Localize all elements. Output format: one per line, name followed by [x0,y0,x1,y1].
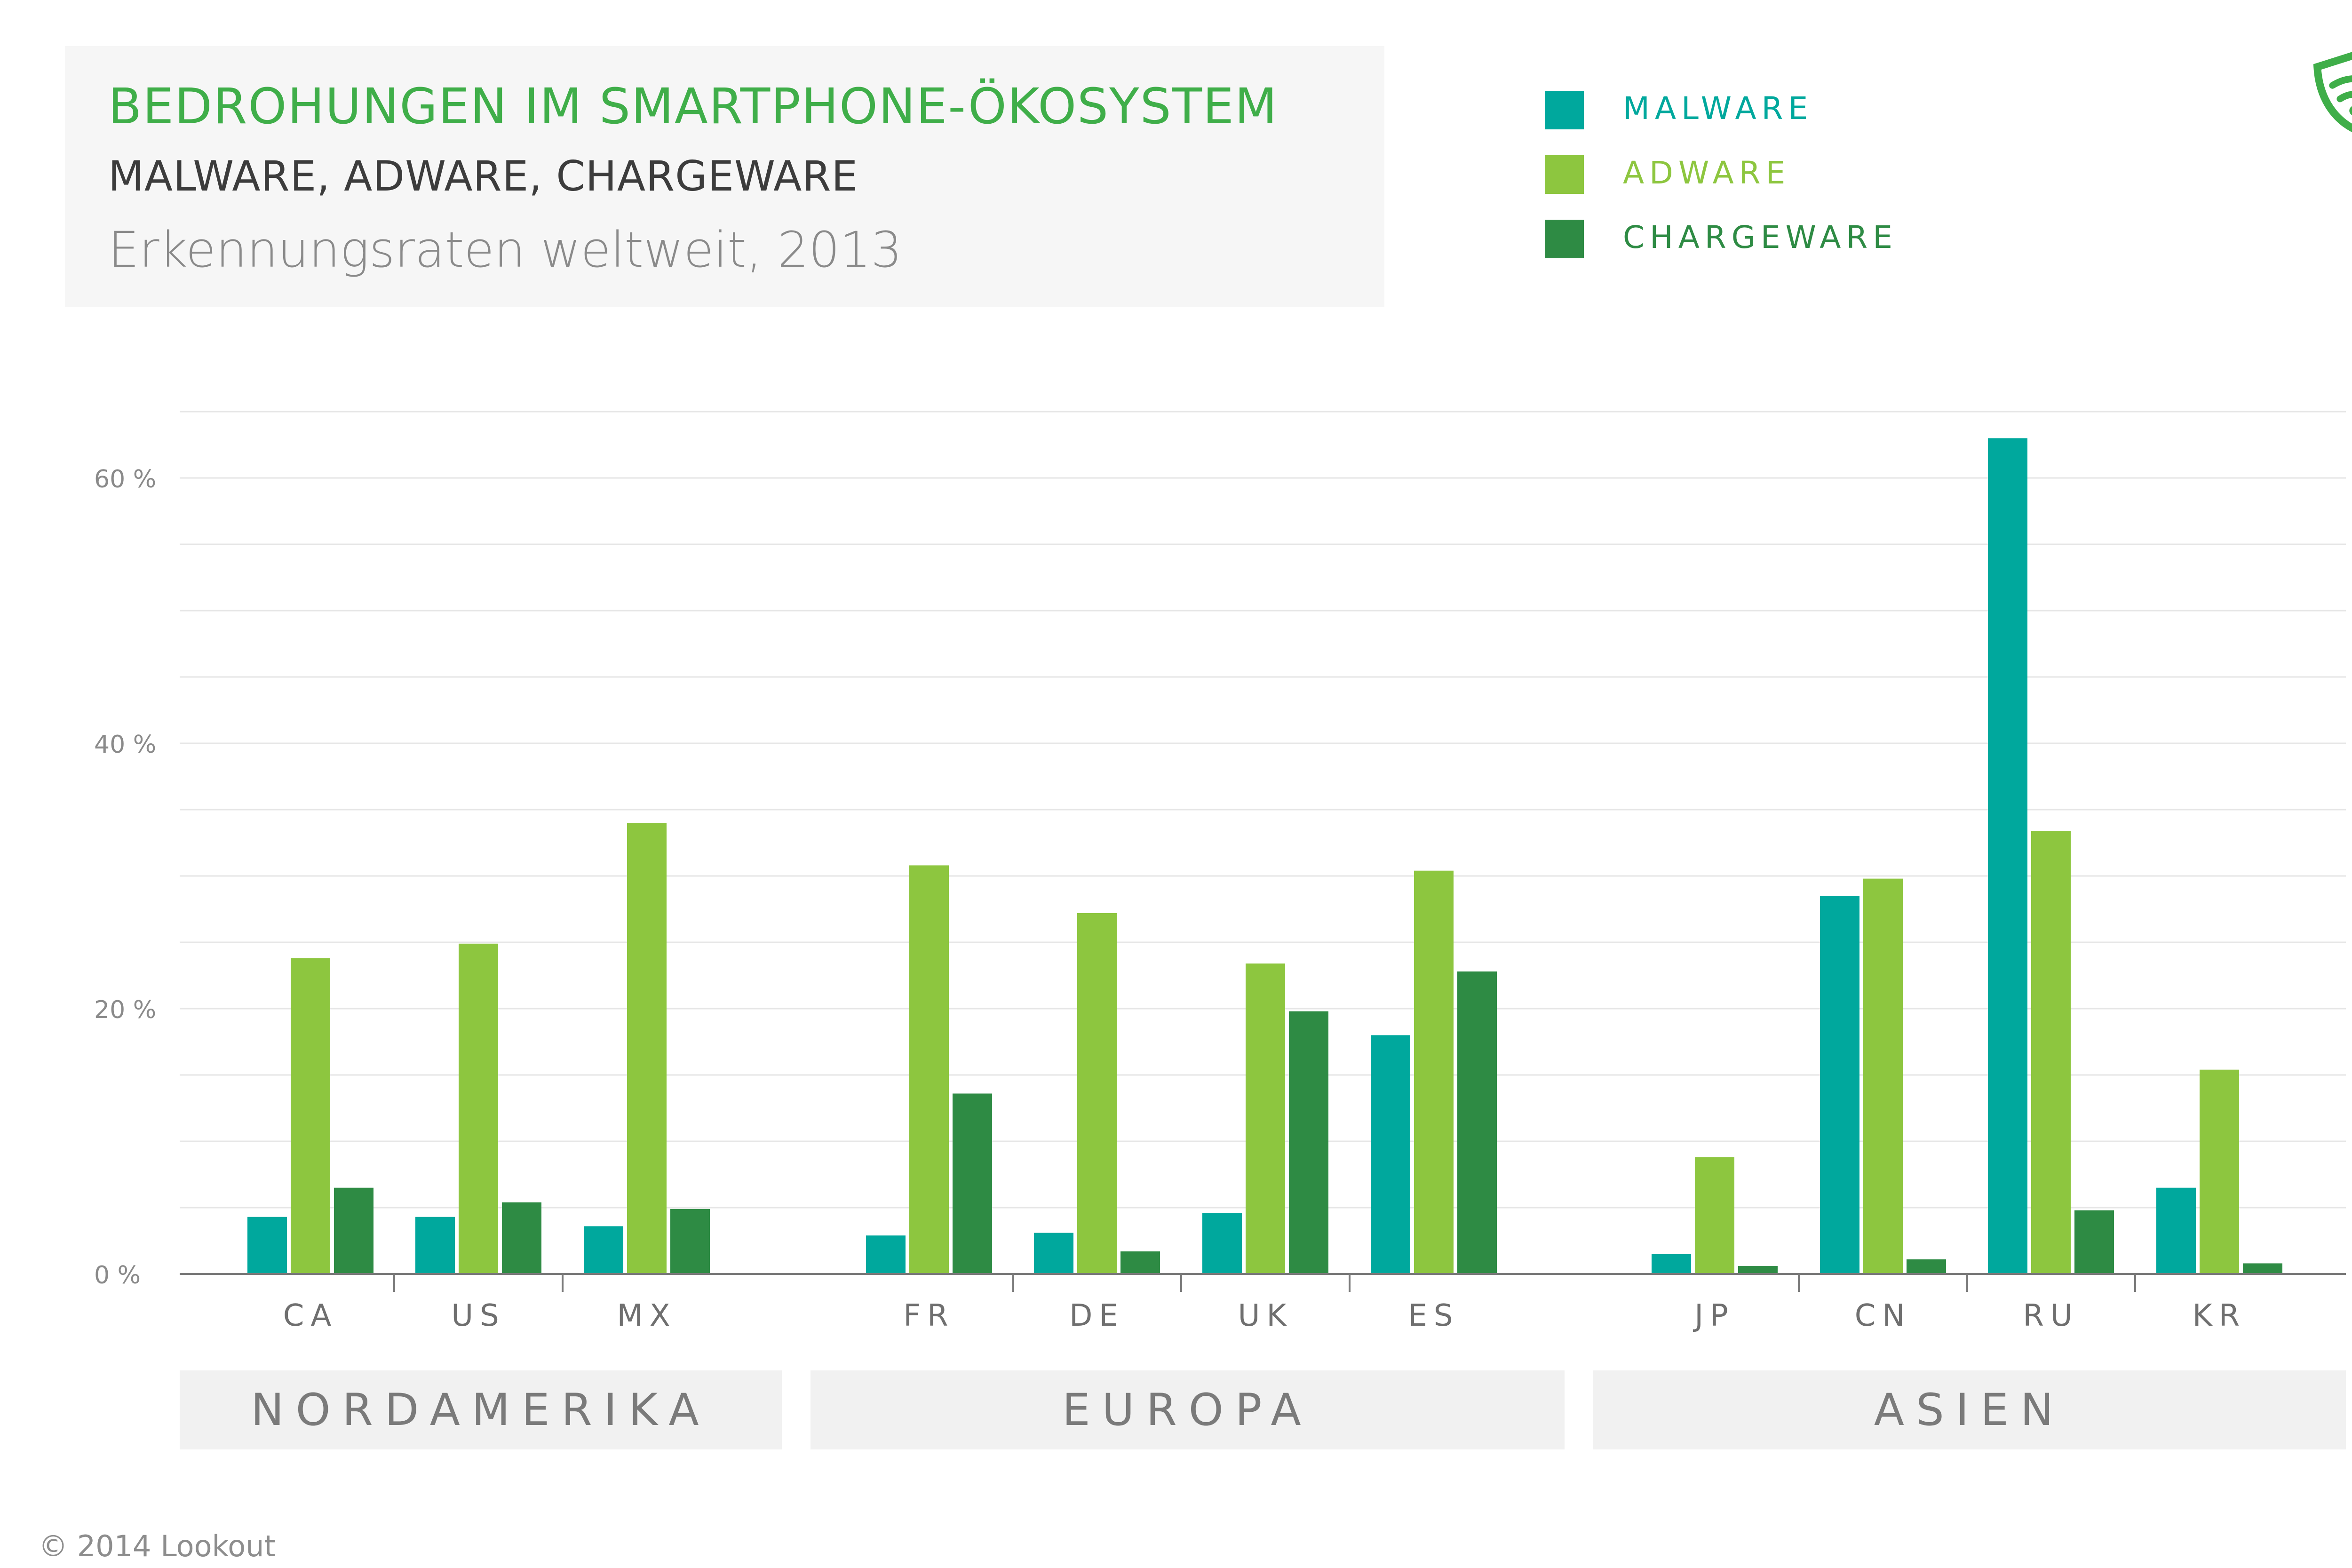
category-label-mx: MX [617,1298,676,1333]
bar-chargeware-ca [334,1187,373,1274]
region-label-asien: ASIEN [1874,1384,2066,1436]
bar-adware-mx [627,823,667,1274]
bar-malware-jp [1652,1254,1691,1274]
region-label-europa: EUROPA [1062,1384,1313,1436]
bar-adware-uk [1246,963,1285,1274]
category-label-es: ES [1408,1298,1459,1333]
bar-chargeware-de [1120,1251,1160,1274]
bar-chargeware-es [1457,971,1497,1274]
region-label-nordamerika: NORDAMERIKA [251,1384,711,1436]
category-label-ca: CA [283,1298,338,1333]
bar-malware-cn [1820,896,1859,1274]
bar-adware-us [459,943,498,1274]
bar-malware-ru [1988,438,2027,1274]
category-label-kr: KR [2193,1298,2246,1333]
legend-swatch-adware [1545,155,1584,194]
bar-malware-ca [247,1217,287,1274]
bar-adware-fr [909,865,949,1274]
bar-chargeware-uk [1289,1011,1328,1274]
region-box-asien: ASIEN [1593,1370,2346,1449]
category-label-us: US [451,1298,505,1333]
bar-chargeware-ru [2074,1210,2114,1274]
bar-adware-ru [2031,831,2071,1274]
legend-swatch-malware [1545,91,1584,129]
chart-description: Erkennungsraten weltweit, 2013 [108,221,902,279]
bar-adware-de [1077,913,1117,1274]
bar-chargeware-jp [1738,1266,1778,1274]
bar-chargeware-kr [2243,1263,2282,1274]
category-label-fr: FR [903,1298,954,1333]
chart-title: BEDROHUNGEN IM SMARTPHONE-ÖKOSYSTEM [108,78,1278,135]
legend-label-malware: MALWARE [1623,90,1813,127]
bar-malware-kr [2156,1187,2196,1274]
bar-chargeware-fr [953,1093,992,1274]
category-label-de: DE [1069,1298,1125,1333]
region-box-nordamerika: NORDAMERIKA [180,1370,782,1449]
bar-malware-uk [1202,1213,1242,1274]
category-label-ru: RU [2023,1298,2079,1333]
bar-malware-es [1371,1035,1410,1274]
y-tick-label: 60 % [94,465,156,493]
bar-adware-ca [291,958,330,1274]
shield-icon [2313,52,2352,132]
region-box-europa: EUROPA [810,1370,1565,1449]
bar-malware-fr [866,1235,906,1274]
bar-adware-jp [1695,1157,1734,1274]
bar-malware-de [1034,1233,1073,1274]
bar-chargeware-us [502,1202,541,1274]
category-label-uk: UK [1238,1298,1293,1333]
category-label-cn: CN [1855,1298,1912,1333]
y-tick-label: 40 % [94,731,156,759]
bar-adware-cn [1863,878,1903,1274]
bar-adware-es [1414,870,1454,1274]
bar-malware-us [415,1217,455,1274]
chart-subtitle: MALWARE, ADWARE, CHARGEWARE [108,152,858,200]
bar-adware-kr [2200,1069,2239,1274]
legend-label-adware: ADWARE [1623,155,1791,191]
bar-chargeware-cn [1907,1259,1946,1274]
y-tick-label: 20 % [94,996,156,1024]
y-tick-label: 0 % [94,1261,141,1289]
legend-swatch-chargeware [1545,220,1584,258]
copyright-text: © 2014 Lookout [39,1529,276,1563]
category-label-jp: JP [1692,1298,1734,1333]
bar-chargeware-mx [670,1209,710,1274]
title-box [65,46,1384,307]
bar-malware-mx [584,1226,623,1274]
legend-label-chargeware: CHARGEWARE [1623,219,1898,255]
